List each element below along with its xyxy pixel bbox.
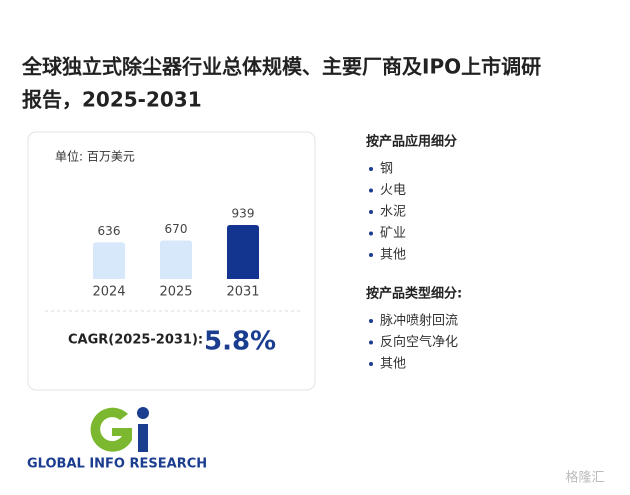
bullet	[369, 319, 373, 323]
title: 全球独立式除尘器行业总体规模、主要厂商及IPO上市调研	[21, 55, 541, 79]
cagr-label: CAGR(2025-2031):	[68, 333, 203, 348]
x-tick-label: 2031	[226, 285, 259, 300]
value-label: 939	[232, 207, 255, 221]
segment-item: 钢	[380, 162, 393, 177]
segment-heading: 按产品应用细分	[366, 134, 457, 150]
segment-heading: 按产品类型细分:	[366, 286, 462, 302]
segment-item: 反向空气净化	[380, 334, 458, 350]
value-label: 636	[98, 224, 121, 238]
bullet	[369, 362, 373, 366]
segment-item: 火电	[380, 183, 406, 198]
bullet	[369, 188, 373, 193]
bullet	[369, 340, 373, 345]
bullet	[369, 231, 373, 236]
bar	[160, 240, 192, 279]
x-tick-label: 2024	[92, 285, 125, 300]
bar	[93, 242, 125, 279]
bullet	[369, 210, 373, 214]
title: 报告，2025-2031	[22, 88, 202, 112]
bar	[227, 225, 259, 279]
x-tick-label: 2025	[159, 285, 192, 300]
logo-i	[138, 424, 148, 452]
segment-item: 脉冲喷射回流	[380, 313, 458, 329]
cagr-value: 5.8%	[204, 327, 276, 357]
segment-item: 矿业	[380, 226, 406, 241]
bullet	[369, 253, 373, 257]
logo-dot	[137, 407, 149, 419]
logo-g	[90, 407, 132, 452]
segment-item: 其他	[380, 248, 406, 263]
logo-text: GLOBAL INFO RESEARCH	[27, 457, 207, 472]
segment-item: 其他	[380, 357, 406, 372]
logo	[90, 407, 149, 452]
unit-label: 单位: 百万美元	[55, 149, 135, 164]
value-label: 670	[165, 222, 188, 236]
segment-item: 水泥	[380, 205, 406, 220]
bullet	[369, 167, 373, 171]
watermark: 格隆汇	[565, 470, 604, 486]
